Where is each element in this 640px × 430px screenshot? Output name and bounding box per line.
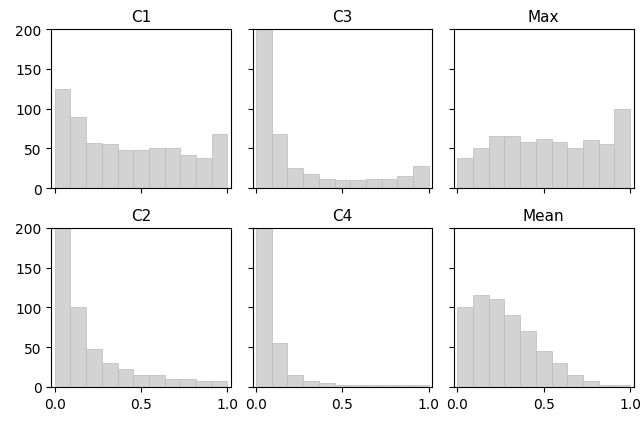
Bar [598,384,614,387]
Bar [397,177,413,189]
Bar [458,159,473,189]
Bar [583,141,598,189]
Bar [180,379,196,387]
Bar [272,135,287,189]
Bar [319,179,335,189]
Bar [583,381,598,387]
Bar [567,149,583,189]
Bar [287,375,303,387]
Bar [180,155,196,189]
Title: C4: C4 [332,208,353,223]
Bar [489,137,504,189]
Bar [319,383,335,387]
Bar [458,308,473,387]
Bar [350,385,366,387]
Bar [366,385,381,387]
Bar [70,308,86,387]
Bar [272,344,287,387]
Bar [381,385,397,387]
Title: Mean: Mean [523,208,564,223]
Bar [552,143,567,189]
Bar [598,145,614,189]
Bar [86,349,102,387]
Bar [133,375,149,387]
Bar [118,150,133,189]
Bar [614,109,630,189]
Bar [164,149,180,189]
Bar [256,228,272,387]
Bar [54,228,70,387]
Bar [536,140,552,189]
Bar [567,375,583,387]
Title: C3: C3 [332,10,353,25]
Bar [149,375,164,387]
Bar [397,385,413,387]
Bar [350,181,366,189]
Bar [102,144,118,189]
Title: C2: C2 [131,208,151,223]
Bar [413,385,429,387]
Bar [212,135,227,189]
Bar [54,89,70,189]
Bar [118,369,133,387]
Bar [413,166,429,189]
Bar [473,149,489,189]
Bar [381,179,397,189]
Bar [536,351,552,387]
Bar [212,381,227,387]
Bar [70,117,86,189]
Bar [149,149,164,189]
Bar [287,169,303,189]
Bar [552,363,567,387]
Bar [366,179,381,189]
Bar [614,385,630,387]
Bar [335,384,350,387]
Bar [133,150,149,189]
Bar [489,300,504,387]
Bar [86,144,102,189]
Bar [102,363,118,387]
Bar [303,175,319,189]
Bar [473,296,489,387]
Bar [335,181,350,189]
Bar [520,143,536,189]
Bar [504,137,520,189]
Bar [196,159,212,189]
Bar [196,381,212,387]
Title: Max: Max [528,10,559,25]
Bar [504,316,520,387]
Bar [256,30,272,189]
Bar [520,332,536,387]
Bar [164,379,180,387]
Title: C1: C1 [131,10,151,25]
Bar [303,381,319,387]
